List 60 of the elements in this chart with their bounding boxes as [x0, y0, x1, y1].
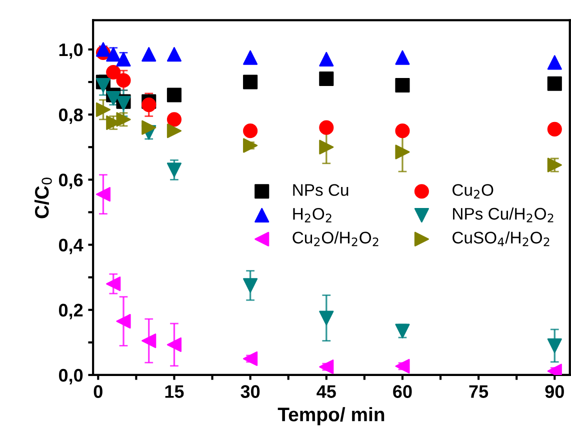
point	[319, 310, 334, 326]
point	[166, 162, 182, 178]
point	[547, 76, 562, 91]
point	[243, 124, 258, 138]
x-tick-label: 15	[165, 385, 184, 398]
y-axis-title: C/C$_{0}$	[34, 178, 52, 218]
point	[166, 337, 182, 352]
legend-label: NPs Cu/H$_{2}$O$_{2}$	[453, 207, 554, 222]
point	[142, 47, 156, 62]
point	[96, 187, 110, 202]
legend-label: Cu$_{2}$O	[452, 184, 494, 198]
legend-label: CuSO$_{4}$/H$_{2}$O$_{2}$	[452, 231, 550, 246]
point	[166, 112, 182, 127]
y-tick-label: 0,6	[58, 174, 83, 190]
point	[142, 98, 156, 112]
point	[395, 78, 410, 93]
legend-label: Cu$_{2}$O/H$_{2}$O$_{2}$	[292, 231, 378, 246]
point	[547, 122, 562, 136]
point	[243, 50, 258, 65]
point	[547, 55, 562, 70]
point	[96, 78, 110, 93]
point	[319, 71, 334, 86]
legend-label: NPs Cu	[293, 184, 348, 196]
point	[395, 50, 410, 65]
point	[243, 278, 258, 293]
y-tick-label: 0,4	[58, 238, 84, 254]
point	[142, 334, 156, 348]
point	[319, 52, 334, 67]
x-tick-label: 60	[393, 385, 412, 398]
y-tick-label: 0,2	[58, 304, 83, 320]
point	[319, 140, 334, 154]
legend-label: H$_{2}$O$_{2}$	[293, 208, 332, 222]
point	[96, 102, 110, 117]
x-tick-label: 45	[316, 385, 336, 398]
point	[142, 120, 156, 135]
point	[395, 358, 410, 374]
point	[319, 120, 334, 135]
point	[319, 360, 334, 374]
point	[96, 42, 110, 57]
point	[243, 74, 258, 90]
x-tick-label: 75	[469, 385, 488, 398]
x-axis-title: Tempo/ min	[278, 407, 384, 426]
point	[106, 276, 121, 292]
y-tick-label: 1,0	[59, 43, 83, 59]
point	[166, 124, 182, 138]
x-tick-label: 0	[94, 385, 102, 398]
point	[395, 124, 410, 138]
point	[106, 64, 121, 80]
x-tick-label: 30	[240, 385, 260, 398]
y-tick-label: 0,8	[58, 108, 83, 124]
x-tick-label: 90	[545, 385, 564, 398]
point	[243, 351, 258, 366]
point	[116, 314, 131, 329]
y-tick-label: 0,0	[58, 368, 83, 384]
point	[166, 88, 182, 102]
point	[243, 138, 258, 153]
point	[116, 73, 131, 88]
point	[395, 144, 410, 160]
point	[547, 338, 562, 353]
point	[166, 47, 182, 62]
